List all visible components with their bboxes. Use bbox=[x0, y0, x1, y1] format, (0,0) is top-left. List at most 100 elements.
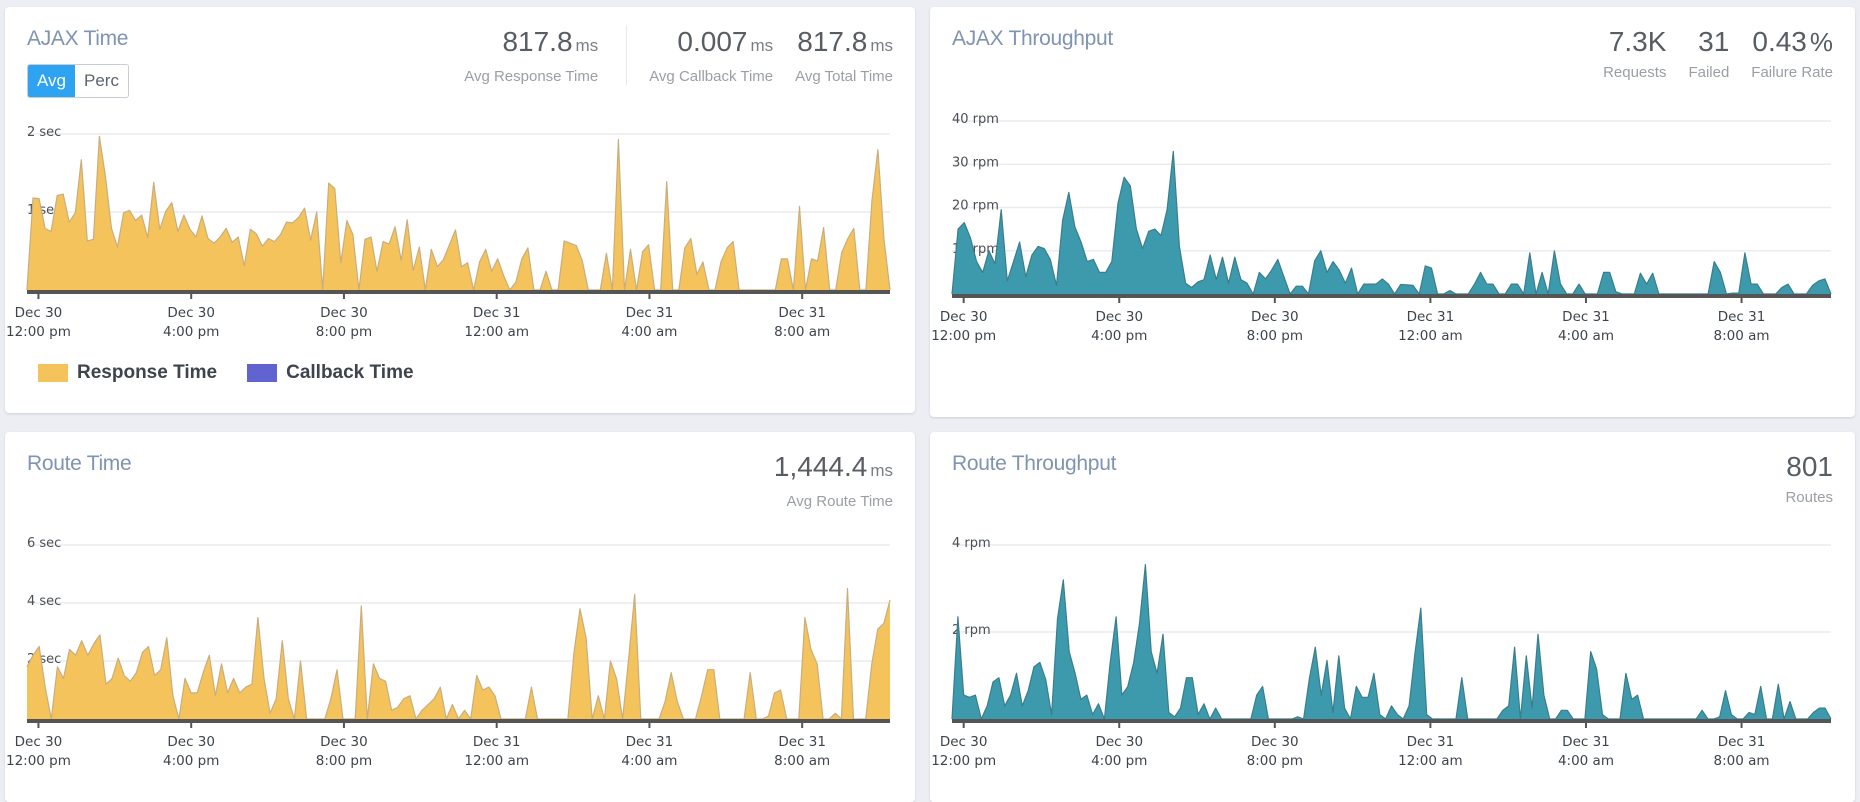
y-tick-label: 4 sec bbox=[27, 594, 61, 609]
route-time-stats: 1,444.4 ms Avg Route Time bbox=[752, 450, 893, 510]
x-tick-time: 4:00 am bbox=[1558, 328, 1614, 344]
stat-value: 0.43 bbox=[1752, 26, 1807, 57]
stat-value: 801 bbox=[1786, 451, 1833, 482]
stat-label: Requests bbox=[1603, 64, 1667, 81]
area-route-time bbox=[27, 588, 890, 719]
x-tick-time: 12:00 pm bbox=[6, 753, 71, 769]
x-tick-time: 4:00 pm bbox=[163, 324, 219, 340]
stat-unit: ms bbox=[575, 36, 599, 55]
legend-label: Callback Time bbox=[286, 362, 414, 383]
stat-unit: ms bbox=[870, 36, 893, 55]
ajax-time-stats: 817.8 ms Avg Response Time 0.007 ms Avg Ca… bbox=[442, 25, 893, 85]
legend-swatch-response bbox=[38, 364, 68, 382]
stat-label: Failure Rate bbox=[1751, 64, 1833, 81]
x-tick-time: 8:00 pm bbox=[1247, 753, 1303, 769]
x-tick-time: 12:00 pm bbox=[931, 328, 996, 344]
y-tick-label: 4 rpm bbox=[952, 536, 991, 551]
x-tick-date: Dec 31 bbox=[1718, 309, 1766, 325]
perc-button[interactable]: Perc bbox=[75, 65, 128, 97]
stat-failed: 31 Failed bbox=[1666, 25, 1729, 81]
x-tick-date: Dec 31 bbox=[1407, 734, 1455, 750]
ajax-throughput-card: AJAX Throughput 7.3K Requests 31 Failed … bbox=[930, 7, 1855, 417]
series-line bbox=[951, 564, 1832, 720]
stat-label: Routes bbox=[1785, 489, 1833, 506]
x-tick-date: Dec 31 bbox=[473, 305, 521, 321]
stat-label: Avg Callback Time bbox=[649, 68, 774, 85]
x-tick-time: 8:00 am bbox=[1714, 753, 1770, 769]
route-throughput-title: Route Throughput bbox=[952, 452, 1117, 475]
stat-value: 0.007 bbox=[677, 26, 748, 57]
x-tick-time: 8:00 am bbox=[774, 753, 830, 769]
x-tick-date: Dec 31 bbox=[1407, 309, 1455, 325]
stat-avg-route-time: 1,444.4 ms Avg Route Time bbox=[752, 450, 893, 510]
y-tick-label: 2 sec bbox=[27, 125, 61, 140]
stat-label: Avg Response Time bbox=[464, 68, 599, 85]
stat-value: 1,444.4 bbox=[773, 451, 868, 482]
stat-avg-response-time: 817.8 ms Avg Response Time bbox=[442, 25, 628, 85]
y-tick-label: 2 rpm bbox=[952, 623, 991, 638]
y-tick-label: 40 rpm bbox=[952, 112, 999, 127]
legend-item-response-time[interactable]: Response Time bbox=[38, 362, 217, 384]
x-tick-time: 8:00 pm bbox=[316, 753, 372, 769]
x-tick-date: Dec 30 bbox=[15, 734, 63, 750]
stat-label: Avg Total Time bbox=[795, 68, 893, 85]
stat-unit: ms bbox=[870, 461, 893, 480]
route-throughput-card: Route Throughput 801 Routes 2 rpm 4 rpm De… bbox=[930, 432, 1855, 802]
area-requests bbox=[952, 151, 1831, 294]
x-tick-date: Dec 31 bbox=[1562, 734, 1610, 750]
stat-label: Avg Route Time bbox=[786, 493, 893, 510]
avg-button[interactable]: Avg bbox=[28, 65, 75, 97]
y-tick-label: 6 sec bbox=[27, 536, 61, 551]
route-throughput-stats: 801 Routes bbox=[1763, 450, 1833, 506]
avg-perc-toggle: Avg Perc bbox=[27, 64, 129, 98]
stat-value: 817.8 bbox=[797, 26, 868, 57]
x-tick-date: Dec 30 bbox=[940, 734, 988, 750]
stat-failure-rate: 0.43% Failure Rate bbox=[1729, 25, 1833, 81]
stat-value: 7.3K bbox=[1608, 26, 1667, 57]
x-tick-date: Dec 30 bbox=[320, 305, 368, 321]
x-tick-time: 4:00 pm bbox=[1091, 753, 1147, 769]
area-routes bbox=[952, 564, 1831, 719]
x-tick-date: Dec 30 bbox=[320, 734, 368, 750]
x-tick-date: Dec 30 bbox=[167, 305, 215, 321]
x-tick-date: Dec 31 bbox=[626, 305, 674, 321]
x-tick-time: 4:00 am bbox=[1558, 753, 1614, 769]
stat-unit: % bbox=[1809, 27, 1833, 57]
x-tick-time: 12:00 am bbox=[464, 753, 529, 769]
x-tick-date: Dec 31 bbox=[1562, 309, 1610, 325]
route-throughput-chart: 2 rpm 4 rpm Dec 30 12:00 pm Dec 30 4:00 pm Dec… bbox=[931, 536, 1832, 769]
x-tick-time: 12:00 pm bbox=[931, 753, 996, 769]
x-tick-time: 12:00 pm bbox=[6, 324, 71, 340]
x-tick-time: 8:00 am bbox=[774, 324, 830, 340]
stat-requests: 7.3K Requests bbox=[1581, 25, 1666, 81]
stat-unit: ms bbox=[750, 36, 774, 55]
x-tick-date: Dec 31 bbox=[626, 734, 674, 750]
ajax-throughput-stats: 7.3K Requests 31 Failed 0.43% Failure Ra… bbox=[1581, 25, 1833, 81]
stat-value: 817.8 bbox=[502, 26, 573, 57]
x-tick-date: Dec 30 bbox=[1251, 734, 1299, 750]
stat-avg-total-time: 817.8 ms Avg Total Time bbox=[773, 25, 893, 85]
x-tick-time: 12:00 am bbox=[1398, 328, 1463, 344]
x-tick-date: Dec 30 bbox=[167, 734, 215, 750]
x-tick-date: Dec 30 bbox=[940, 309, 988, 325]
route-time-card: Route Time 1,444.4 ms Avg Route Time 2 se… bbox=[5, 432, 915, 802]
x-tick-date: Dec 31 bbox=[778, 734, 826, 750]
x-tick-date: Dec 30 bbox=[1251, 309, 1299, 325]
x-tick-time: 8:00 pm bbox=[1247, 328, 1303, 344]
ajax-time-card: AJAX Time Avg Perc 817.8 ms Avg Response … bbox=[5, 7, 915, 413]
stat-label: Failed bbox=[1688, 64, 1730, 81]
x-tick-date: Dec 30 bbox=[1095, 309, 1143, 325]
legend-item-callback-time[interactable]: Callback Time bbox=[247, 362, 414, 384]
x-tick-time: 8:00 am bbox=[1714, 328, 1770, 344]
x-tick-time: 4:00 pm bbox=[163, 753, 219, 769]
ajax-time-legend: Response Time Callback Time bbox=[38, 362, 444, 384]
ajax-throughput-title: AJAX Throughput bbox=[952, 27, 1113, 50]
x-tick-time: 8:00 pm bbox=[316, 324, 372, 340]
stat-value: 31 bbox=[1698, 26, 1730, 57]
y-tick-label: 20 rpm bbox=[952, 199, 999, 214]
y-tick-label: 30 rpm bbox=[952, 155, 999, 170]
x-tick-time: 12:00 am bbox=[464, 324, 529, 340]
